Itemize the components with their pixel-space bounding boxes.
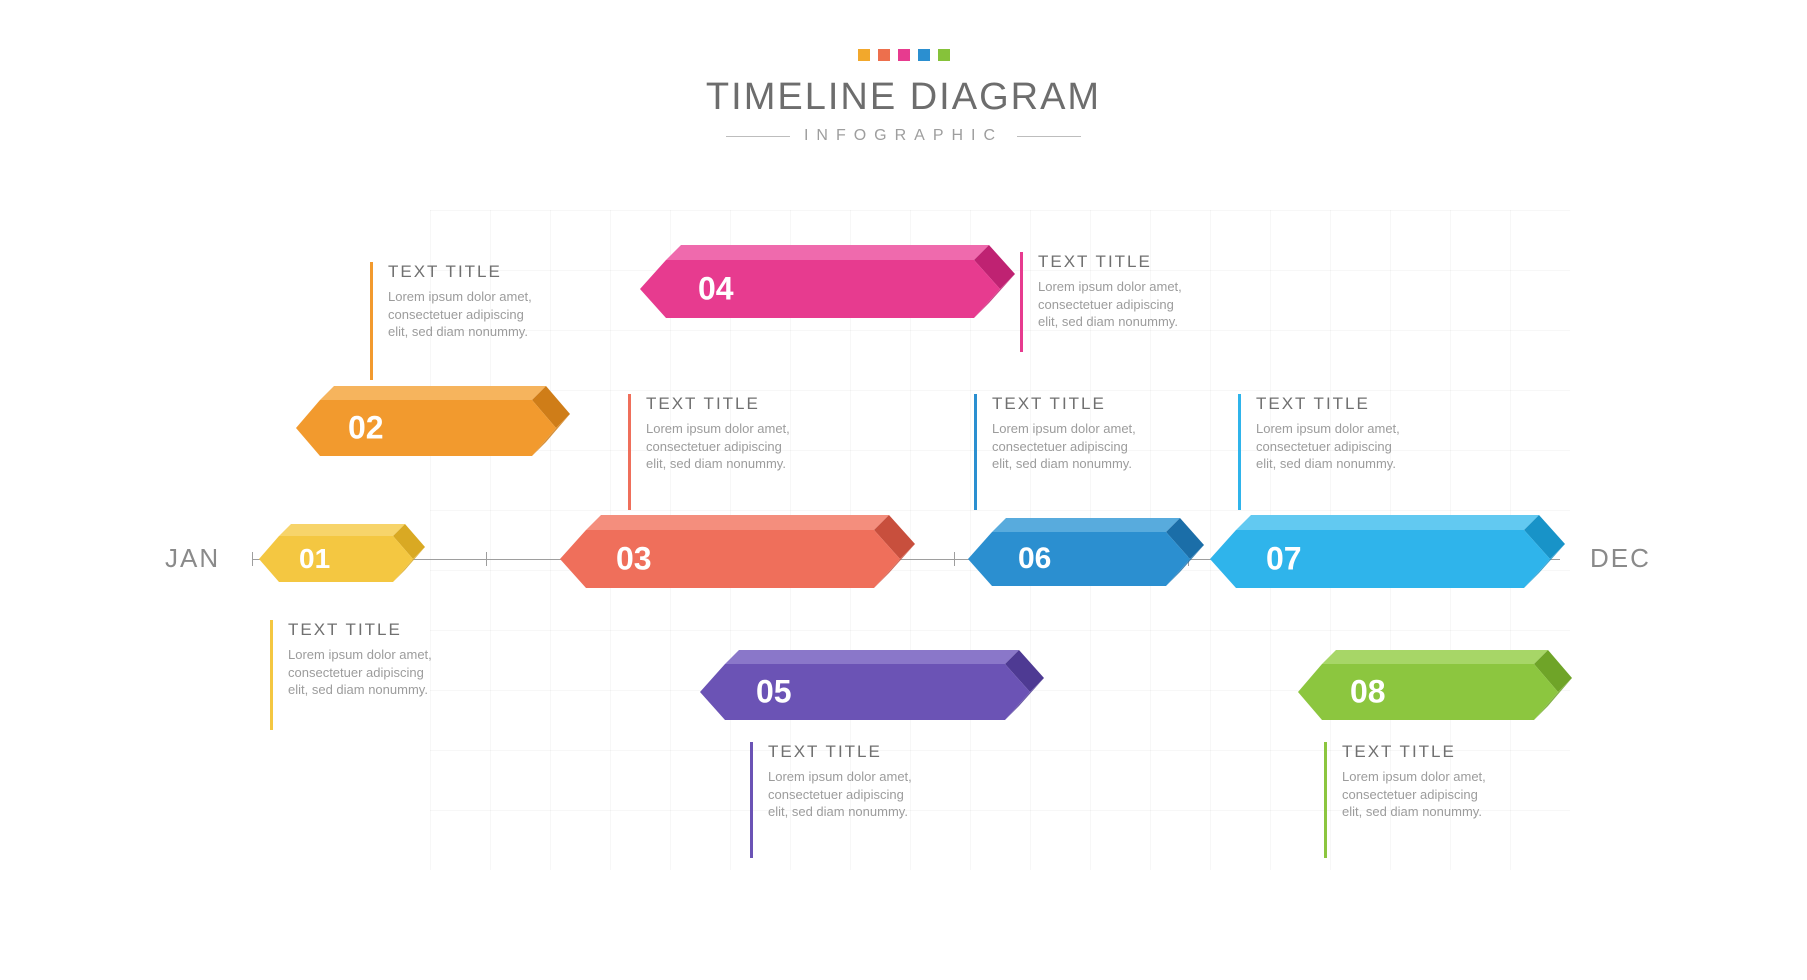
timeline-bar-04: 04 <box>640 245 1015 318</box>
callout-title: TEXT TITLE <box>1342 742 1486 762</box>
subtitle-dash-right <box>1017 136 1081 137</box>
axis-label-start: JAN <box>165 543 220 574</box>
callout-line <box>1238 394 1241 510</box>
bar-number: 03 <box>616 541 652 578</box>
callout-body: Lorem ipsum dolor amet,consectetuer adip… <box>646 420 790 473</box>
header-dots <box>0 48 1807 66</box>
axis-tick <box>252 552 253 566</box>
callout-body: Lorem ipsum dolor amet,consectetuer adip… <box>768 768 912 821</box>
bar-number: 04 <box>698 271 734 308</box>
axis-label-end: DEC <box>1590 543 1651 574</box>
timeline-bar-02: 02 <box>296 386 570 456</box>
callout-body: Lorem ipsum dolor amet,consectetuer adip… <box>388 288 532 341</box>
callout-03: TEXT TITLE Lorem ipsum dolor amet,consect… <box>628 394 888 510</box>
callout-text: TEXT TITLE Lorem ipsum dolor amet,consect… <box>992 394 1136 473</box>
callout-line <box>750 742 753 858</box>
callout-title: TEXT TITLE <box>1038 252 1182 272</box>
axis-tick <box>954 552 955 566</box>
callout-title: TEXT TITLE <box>646 394 790 414</box>
timeline-bar-06: 06 <box>968 518 1204 586</box>
callout-02: TEXT TITLE Lorem ipsum dolor amet,consect… <box>370 262 630 380</box>
callout-text: TEXT TITLE Lorem ipsum dolor amet,consect… <box>288 620 432 699</box>
callout-04: TEXT TITLE Lorem ipsum dolor amet,consect… <box>1020 252 1280 352</box>
callout-text: TEXT TITLE Lorem ipsum dolor amet,consect… <box>1342 742 1486 821</box>
callout-text: TEXT TITLE Lorem ipsum dolor amet,consect… <box>388 262 532 341</box>
callout-line <box>628 394 631 510</box>
callout-text: TEXT TITLE Lorem ipsum dolor amet,consect… <box>1256 394 1400 473</box>
callout-title: TEXT TITLE <box>388 262 532 282</box>
bar-number: 01 <box>299 543 330 575</box>
callout-line <box>370 262 373 380</box>
callout-06: TEXT TITLE Lorem ipsum dolor amet,consect… <box>974 394 1234 510</box>
callout-body: Lorem ipsum dolor amet,consectetuer adip… <box>288 646 432 699</box>
header: TIMELINE DIAGRAM INFOGRAPHIC <box>0 48 1807 145</box>
callout-text: TEXT TITLE Lorem ipsum dolor amet,consect… <box>1038 252 1182 331</box>
callout-line <box>1020 252 1023 352</box>
bar-number: 08 <box>1350 674 1386 711</box>
timeline-bar-05: 05 <box>700 650 1044 720</box>
callout-line <box>1324 742 1327 858</box>
subtitle-dash-left <box>726 136 790 137</box>
timeline-bar-07: 07 <box>1210 515 1565 588</box>
callout-title: TEXT TITLE <box>1256 394 1400 414</box>
subtitle-word: INFOGRAPHIC <box>790 127 1017 144</box>
page-subtitle: INFOGRAPHIC <box>0 127 1807 145</box>
callout-body: Lorem ipsum dolor amet,consectetuer adip… <box>992 420 1136 473</box>
callout-title: TEXT TITLE <box>768 742 912 762</box>
timeline-bar-01: 01 <box>259 524 425 582</box>
callout-01: TEXT TITLE Lorem ipsum dolor amet,consect… <box>270 620 530 730</box>
callout-line <box>270 620 273 730</box>
callout-08: TEXT TITLE Lorem ipsum dolor amet,consect… <box>1324 742 1584 858</box>
callout-body: Lorem ipsum dolor amet,consectetuer adip… <box>1342 768 1486 821</box>
callout-body: Lorem ipsum dolor amet,consectetuer adip… <box>1256 420 1400 473</box>
bar-number: 05 <box>756 674 792 711</box>
timeline-bar-03: 03 <box>560 515 915 588</box>
callout-05: TEXT TITLE Lorem ipsum dolor amet,consect… <box>750 742 1010 858</box>
callout-text: TEXT TITLE Lorem ipsum dolor amet,consect… <box>768 742 912 821</box>
callout-07: TEXT TITLE Lorem ipsum dolor amet,consect… <box>1238 394 1498 510</box>
bar-number: 02 <box>348 410 384 447</box>
callout-title: TEXT TITLE <box>288 620 432 640</box>
page-title: TIMELINE DIAGRAM <box>0 76 1807 119</box>
axis-tick <box>486 552 487 566</box>
callout-text: TEXT TITLE Lorem ipsum dolor amet,consect… <box>646 394 790 473</box>
callout-title: TEXT TITLE <box>992 394 1136 414</box>
timeline-bar-08: 08 <box>1298 650 1572 720</box>
bar-number: 06 <box>1018 542 1051 576</box>
callout-body: Lorem ipsum dolor amet,consectetuer adip… <box>1038 278 1182 331</box>
bar-number: 07 <box>1266 541 1302 578</box>
callout-line <box>974 394 977 510</box>
